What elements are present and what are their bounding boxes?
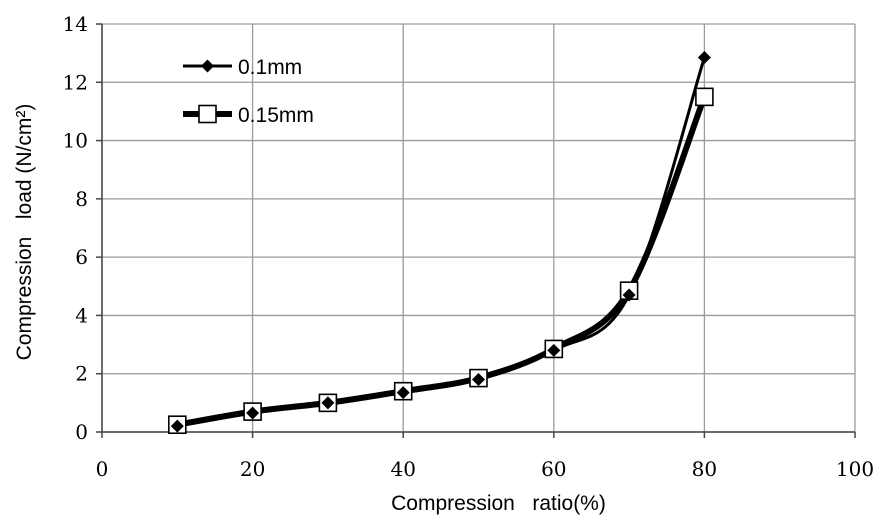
data-point-0.1mm <box>472 373 485 387</box>
y-tick-label: 12 <box>63 70 88 94</box>
data-point-0.1mm <box>396 386 410 400</box>
series-line-0.15mm <box>174 93 708 428</box>
x-tick-label: 40 <box>390 457 415 481</box>
y-tick-label: 10 <box>63 129 88 153</box>
y-tick-label: 6 <box>75 245 88 269</box>
tick-labels: 0 2 4 6 8 10 12 14 0 20 40 60 80 100 <box>63 12 875 481</box>
x-tick-label: 60 <box>541 457 566 481</box>
legend-label: 0.1mm <box>238 56 302 79</box>
data-point-0.15mm <box>695 87 714 107</box>
legend-marker <box>201 59 214 73</box>
y-tick-label: 4 <box>75 303 88 327</box>
legend: 0.1mm 0.15mm <box>183 56 314 127</box>
y-tick-label: 8 <box>75 187 88 211</box>
legend-label: 0.15mm <box>238 104 314 127</box>
y-tick-label: 2 <box>75 362 88 386</box>
y-tick-label: 0 <box>75 420 88 444</box>
x-axis-label: Compression ratio(%) <box>391 492 606 515</box>
data-point-0.1mm <box>697 51 711 65</box>
data-point-0.1mm <box>321 396 335 410</box>
x-tick-label: 0 <box>96 457 109 481</box>
legend-marker <box>198 104 217 124</box>
data-point-0.1mm <box>547 343 561 357</box>
data-point-0.1mm <box>246 406 260 420</box>
grid <box>96 23 856 438</box>
x-tick-label: 100 <box>836 457 874 481</box>
y-tick-label: 14 <box>63 12 88 36</box>
y-axis-label: Compression load (N/cm²) <box>13 104 36 361</box>
data-point-0.1mm <box>622 288 636 302</box>
x-tick-label: 20 <box>240 457 265 481</box>
data-point-0.1mm <box>170 419 184 433</box>
x-tick-label: 80 <box>692 457 717 481</box>
series-layer <box>168 51 714 435</box>
